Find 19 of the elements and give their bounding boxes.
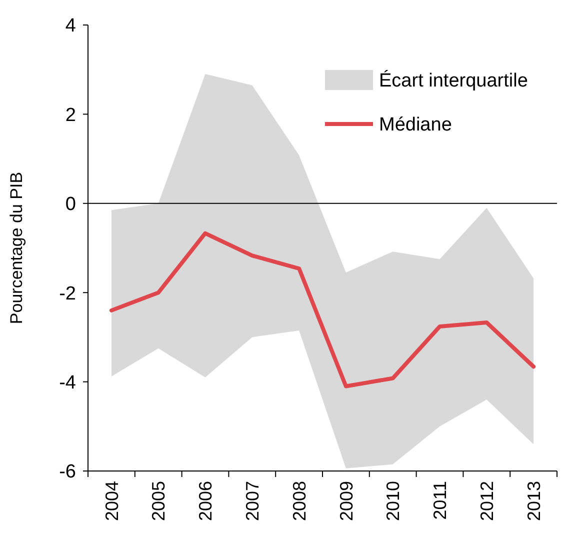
y-tick-label: -4: [59, 372, 76, 394]
y-tick-label: 4: [65, 16, 76, 37]
annotation: Écart interquartile: [379, 70, 528, 92]
x-tick-label: 2006: [196, 481, 216, 522]
legend-label: Médiane: [379, 114, 452, 136]
x-tick-label: 2004: [102, 481, 122, 522]
x-tick-label: 2011: [430, 481, 450, 520]
x-tick-label: 2005: [148, 481, 169, 522]
x-tick-label: 2009: [336, 481, 356, 522]
y-tick-label: -6: [59, 462, 76, 483]
x-tick-label: 2007: [242, 481, 262, 522]
y-axis-title: Pourcentage du PIB: [7, 172, 26, 324]
x-tick-label: 2012: [476, 481, 497, 522]
x-tick-label: 2010: [383, 481, 404, 522]
y-tick-label: 2: [65, 104, 76, 126]
y-tick-label: -2: [59, 283, 76, 304]
x-tick-label: 2008: [289, 481, 310, 522]
x-tick-label: 2013: [524, 481, 544, 522]
y-tick-label: 0: [65, 194, 76, 216]
